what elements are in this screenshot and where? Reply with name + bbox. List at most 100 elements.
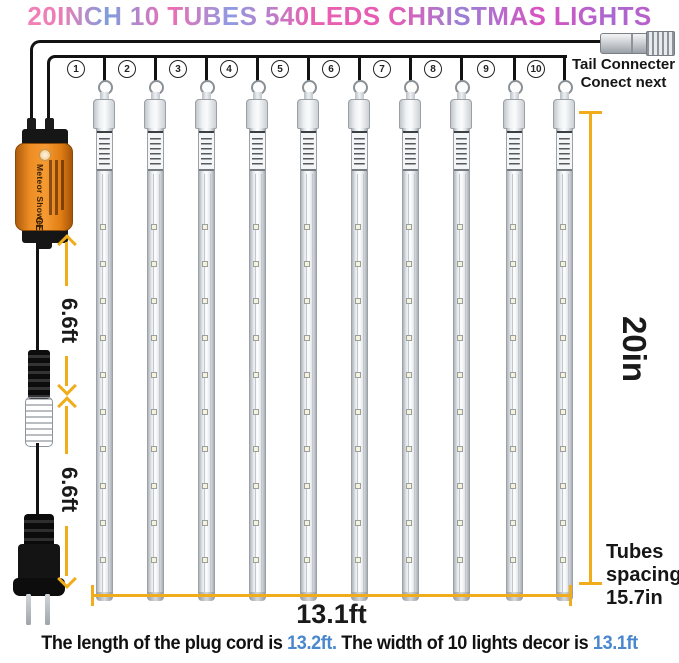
- drop-wire: [306, 55, 310, 82]
- tube-cap: [93, 99, 115, 129]
- led-chip: [253, 520, 259, 526]
- led-chip: [355, 483, 361, 489]
- footer-note: The length of the plug cord is 13.2ft. T…: [17, 633, 662, 655]
- led-chip: [406, 224, 412, 230]
- led-strip: [203, 174, 211, 592]
- tail-connector-label-line2: Conect next: [580, 74, 667, 91]
- led-chip: [510, 520, 516, 526]
- tube-length-label: 20in: [616, 315, 653, 383]
- adapter-spec-print: [49, 160, 52, 215]
- led-chip: [304, 557, 310, 563]
- total-width-label: 13.1ft: [296, 599, 367, 629]
- led-chip: [253, 224, 259, 230]
- tube-spec-label: [96, 131, 112, 171]
- tube-cap: [246, 99, 268, 129]
- led-chip: [304, 261, 310, 267]
- footer-width-value: 13.1ft: [592, 633, 638, 654]
- light-tube-3: 3: [169, 55, 217, 601]
- adapter-certification: CE: [33, 217, 44, 231]
- tube-cap: [399, 99, 421, 129]
- led-chip: [253, 483, 259, 489]
- adapter-emblem-icon: [39, 149, 51, 161]
- led-chip: [100, 520, 106, 526]
- tube-spec-label: [300, 131, 316, 171]
- tube-body: [401, 128, 419, 601]
- tube-cap: [553, 99, 575, 129]
- led-chip: [457, 261, 463, 267]
- led-chip: [304, 409, 310, 415]
- inline-connector-plug: [28, 350, 50, 399]
- led-chip: [355, 224, 361, 230]
- tube-number-3: 3: [169, 60, 187, 78]
- tube-number-9: 9: [477, 60, 495, 78]
- led-chip: [560, 409, 566, 415]
- tube-spacing-line3: 15.7in: [606, 587, 663, 609]
- led-strip: [356, 174, 364, 592]
- tube-body: [146, 128, 164, 601]
- led-chip: [457, 520, 463, 526]
- led-chip: [151, 520, 157, 526]
- width-cap-right: [569, 585, 572, 606]
- led-chip: [510, 298, 516, 304]
- led-chip: [406, 557, 412, 563]
- led-chip: [355, 557, 361, 563]
- lower-cord-measure-line: [65, 526, 68, 576]
- light-tube-7: 7: [373, 55, 421, 601]
- tube-number-7: 7: [373, 60, 391, 78]
- light-tube-5: 5: [271, 55, 319, 601]
- lower-cord-length-label: 6.6ft: [57, 467, 82, 513]
- lower-cord-measure-line: [65, 406, 68, 454]
- led-chip: [406, 483, 412, 489]
- led-chip: [560, 483, 566, 489]
- led-chip: [510, 557, 516, 563]
- led-chip: [253, 372, 259, 378]
- led-chip: [151, 261, 157, 267]
- tube-body: [452, 128, 470, 601]
- tube-neck: [150, 91, 160, 101]
- light-tube-1: 1: [67, 55, 115, 601]
- led-chip: [100, 261, 106, 267]
- led-chip: [202, 557, 208, 563]
- led-chip: [100, 298, 106, 304]
- led-chip: [151, 372, 157, 378]
- led-chip: [510, 483, 516, 489]
- light-tube-9: 9: [477, 55, 525, 601]
- power-cord-upper: [36, 243, 39, 353]
- led-chip: [457, 409, 463, 415]
- led-chip: [151, 557, 157, 563]
- page-title: 20INCH 10 TUBES 540LEDS CHRISTMAS LIGHTS: [0, 1, 679, 32]
- led-chip: [151, 224, 157, 230]
- tube-length-line: [589, 112, 592, 583]
- tube-cap: [195, 99, 217, 129]
- led-chip: [355, 298, 361, 304]
- tube-spec-label: [351, 131, 367, 171]
- tube-body: [350, 128, 368, 601]
- led-chip: [457, 372, 463, 378]
- footer-text: The width of 10 lights decor is: [336, 633, 593, 654]
- tail-connector-barrel: [600, 33, 649, 54]
- light-tube-10: 10: [527, 55, 575, 601]
- drop-wire: [357, 55, 361, 82]
- width-line: [91, 594, 572, 597]
- tube-cap: [503, 99, 525, 129]
- tube-body: [95, 128, 113, 601]
- led-chip: [202, 446, 208, 452]
- led-chip: [100, 224, 106, 230]
- led-chip: [304, 520, 310, 526]
- tube-cap: [348, 99, 370, 129]
- led-chip: [253, 335, 259, 341]
- tube-number-6: 6: [322, 60, 340, 78]
- led-chip: [202, 335, 208, 341]
- led-chip: [202, 483, 208, 489]
- led-chip: [406, 335, 412, 341]
- led-chip: [510, 372, 516, 378]
- led-chip: [253, 446, 259, 452]
- led-chip: [253, 298, 259, 304]
- led-chip: [560, 446, 566, 452]
- power-plug-base: [13, 578, 65, 596]
- led-chip: [355, 446, 361, 452]
- tube-body: [299, 128, 317, 601]
- led-strip: [101, 174, 109, 592]
- upper-cord-length-label: 6.6ft: [57, 298, 82, 344]
- led-chip: [406, 409, 412, 415]
